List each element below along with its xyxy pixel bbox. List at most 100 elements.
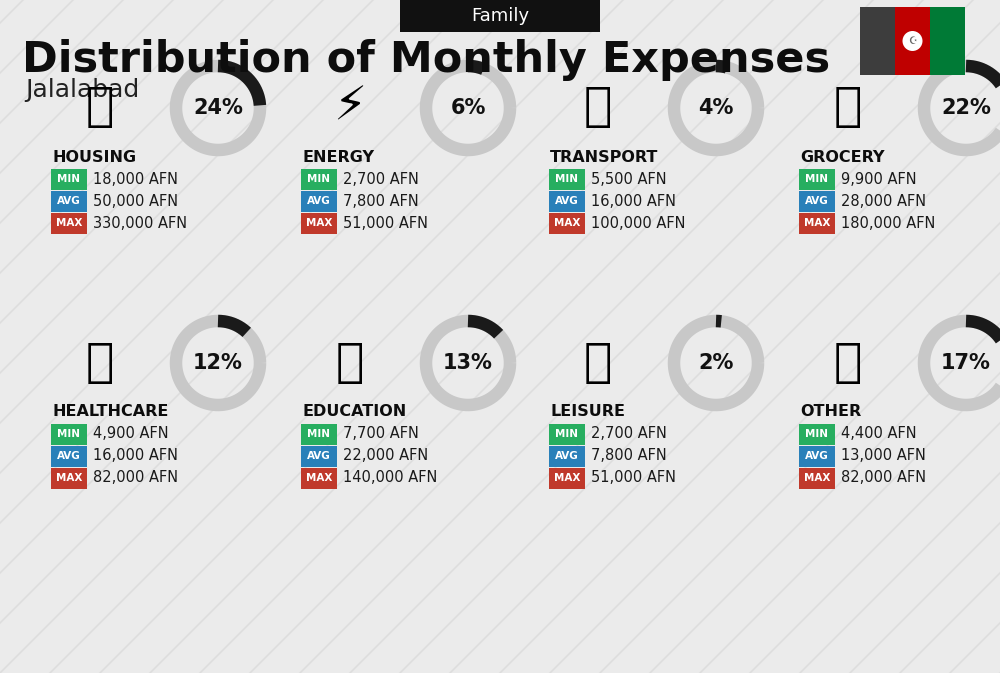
Text: 82,000 AFN: 82,000 AFN [93, 470, 178, 485]
Text: 22,000 AFN: 22,000 AFN [343, 448, 428, 464]
Circle shape [902, 31, 922, 51]
FancyBboxPatch shape [799, 423, 835, 444]
FancyBboxPatch shape [51, 468, 87, 489]
Text: Family: Family [471, 7, 529, 25]
Text: 2,700 AFN: 2,700 AFN [343, 172, 419, 186]
Text: MIN: MIN [556, 429, 578, 439]
Text: 82,000 AFN: 82,000 AFN [841, 470, 926, 485]
Text: MAX: MAX [56, 218, 82, 228]
Text: 24%: 24% [193, 98, 243, 118]
Text: 🏢: 🏢 [86, 85, 114, 131]
Text: 51,000 AFN: 51,000 AFN [343, 215, 428, 230]
Text: 🎓: 🎓 [336, 341, 364, 386]
Text: 18,000 AFN: 18,000 AFN [93, 172, 178, 186]
FancyBboxPatch shape [549, 468, 585, 489]
FancyBboxPatch shape [799, 468, 835, 489]
Text: 💰: 💰 [834, 341, 862, 386]
Text: HOUSING: HOUSING [52, 149, 136, 164]
Text: 7,800 AFN: 7,800 AFN [343, 194, 419, 209]
Text: 🏥: 🏥 [86, 341, 114, 386]
Text: EDUCATION: EDUCATION [302, 404, 406, 419]
Text: AVG: AVG [805, 196, 829, 206]
Text: AVG: AVG [57, 196, 81, 206]
FancyBboxPatch shape [51, 423, 87, 444]
Text: AVG: AVG [307, 451, 331, 461]
FancyBboxPatch shape [51, 190, 87, 211]
Text: 5,500 AFN: 5,500 AFN [591, 172, 667, 186]
Text: 22%: 22% [941, 98, 991, 118]
FancyBboxPatch shape [860, 7, 895, 75]
FancyBboxPatch shape [301, 213, 337, 234]
Text: Jalalabad: Jalalabad [25, 78, 139, 102]
Text: 🚌: 🚌 [584, 85, 612, 131]
Text: 13%: 13% [443, 353, 493, 373]
Text: 7,800 AFN: 7,800 AFN [591, 448, 667, 464]
Text: 4%: 4% [698, 98, 734, 118]
Text: MIN: MIN [308, 429, 330, 439]
Text: 🛒: 🛒 [834, 85, 862, 131]
Text: 9,900 AFN: 9,900 AFN [841, 172, 917, 186]
Text: MAX: MAX [554, 473, 580, 483]
Text: 2,700 AFN: 2,700 AFN [591, 427, 667, 441]
Text: 16,000 AFN: 16,000 AFN [93, 448, 178, 464]
Text: MIN: MIN [806, 429, 828, 439]
Text: 16,000 AFN: 16,000 AFN [591, 194, 676, 209]
Text: MIN: MIN [58, 174, 80, 184]
FancyBboxPatch shape [301, 468, 337, 489]
Text: 180,000 AFN: 180,000 AFN [841, 215, 935, 230]
Text: GROCERY: GROCERY [800, 149, 885, 164]
Text: MAX: MAX [554, 218, 580, 228]
Text: 51,000 AFN: 51,000 AFN [591, 470, 676, 485]
Text: MIN: MIN [308, 174, 330, 184]
Text: MAX: MAX [804, 218, 830, 228]
FancyBboxPatch shape [301, 190, 337, 211]
Text: 2%: 2% [698, 353, 734, 373]
Text: AVG: AVG [57, 451, 81, 461]
Text: 🛍: 🛍 [584, 341, 612, 386]
Text: 13,000 AFN: 13,000 AFN [841, 448, 926, 464]
Text: ☪: ☪ [908, 36, 917, 46]
Text: MAX: MAX [306, 473, 332, 483]
Text: 140,000 AFN: 140,000 AFN [343, 470, 437, 485]
Text: ENERGY: ENERGY [302, 149, 374, 164]
FancyBboxPatch shape [895, 7, 930, 75]
Text: 50,000 AFN: 50,000 AFN [93, 194, 178, 209]
FancyBboxPatch shape [549, 446, 585, 466]
FancyBboxPatch shape [51, 168, 87, 190]
Text: ⚡: ⚡ [333, 85, 367, 131]
FancyBboxPatch shape [799, 213, 835, 234]
FancyBboxPatch shape [930, 7, 965, 75]
Text: 4,400 AFN: 4,400 AFN [841, 427, 917, 441]
FancyBboxPatch shape [799, 190, 835, 211]
Text: 28,000 AFN: 28,000 AFN [841, 194, 926, 209]
FancyBboxPatch shape [301, 446, 337, 466]
Text: 12%: 12% [193, 353, 243, 373]
Text: 4,900 AFN: 4,900 AFN [93, 427, 169, 441]
Text: MAX: MAX [56, 473, 82, 483]
Text: 6%: 6% [450, 98, 486, 118]
FancyBboxPatch shape [301, 423, 337, 444]
Text: MIN: MIN [806, 174, 828, 184]
Text: TRANSPORT: TRANSPORT [550, 149, 658, 164]
FancyBboxPatch shape [549, 190, 585, 211]
Text: 100,000 AFN: 100,000 AFN [591, 215, 686, 230]
Text: HEALTHCARE: HEALTHCARE [52, 404, 168, 419]
Text: 17%: 17% [941, 353, 991, 373]
Text: Distribution of Monthly Expenses: Distribution of Monthly Expenses [22, 39, 830, 81]
Text: 330,000 AFN: 330,000 AFN [93, 215, 187, 230]
Text: MAX: MAX [306, 218, 332, 228]
Text: 7,700 AFN: 7,700 AFN [343, 427, 419, 441]
FancyBboxPatch shape [549, 168, 585, 190]
Text: AVG: AVG [805, 451, 829, 461]
Text: OTHER: OTHER [800, 404, 861, 419]
FancyBboxPatch shape [799, 168, 835, 190]
Text: AVG: AVG [555, 196, 579, 206]
Text: AVG: AVG [555, 451, 579, 461]
FancyBboxPatch shape [51, 213, 87, 234]
Text: MIN: MIN [58, 429, 80, 439]
Text: MIN: MIN [556, 174, 578, 184]
FancyBboxPatch shape [799, 446, 835, 466]
Text: LEISURE: LEISURE [550, 404, 625, 419]
FancyBboxPatch shape [51, 446, 87, 466]
Text: AVG: AVG [307, 196, 331, 206]
